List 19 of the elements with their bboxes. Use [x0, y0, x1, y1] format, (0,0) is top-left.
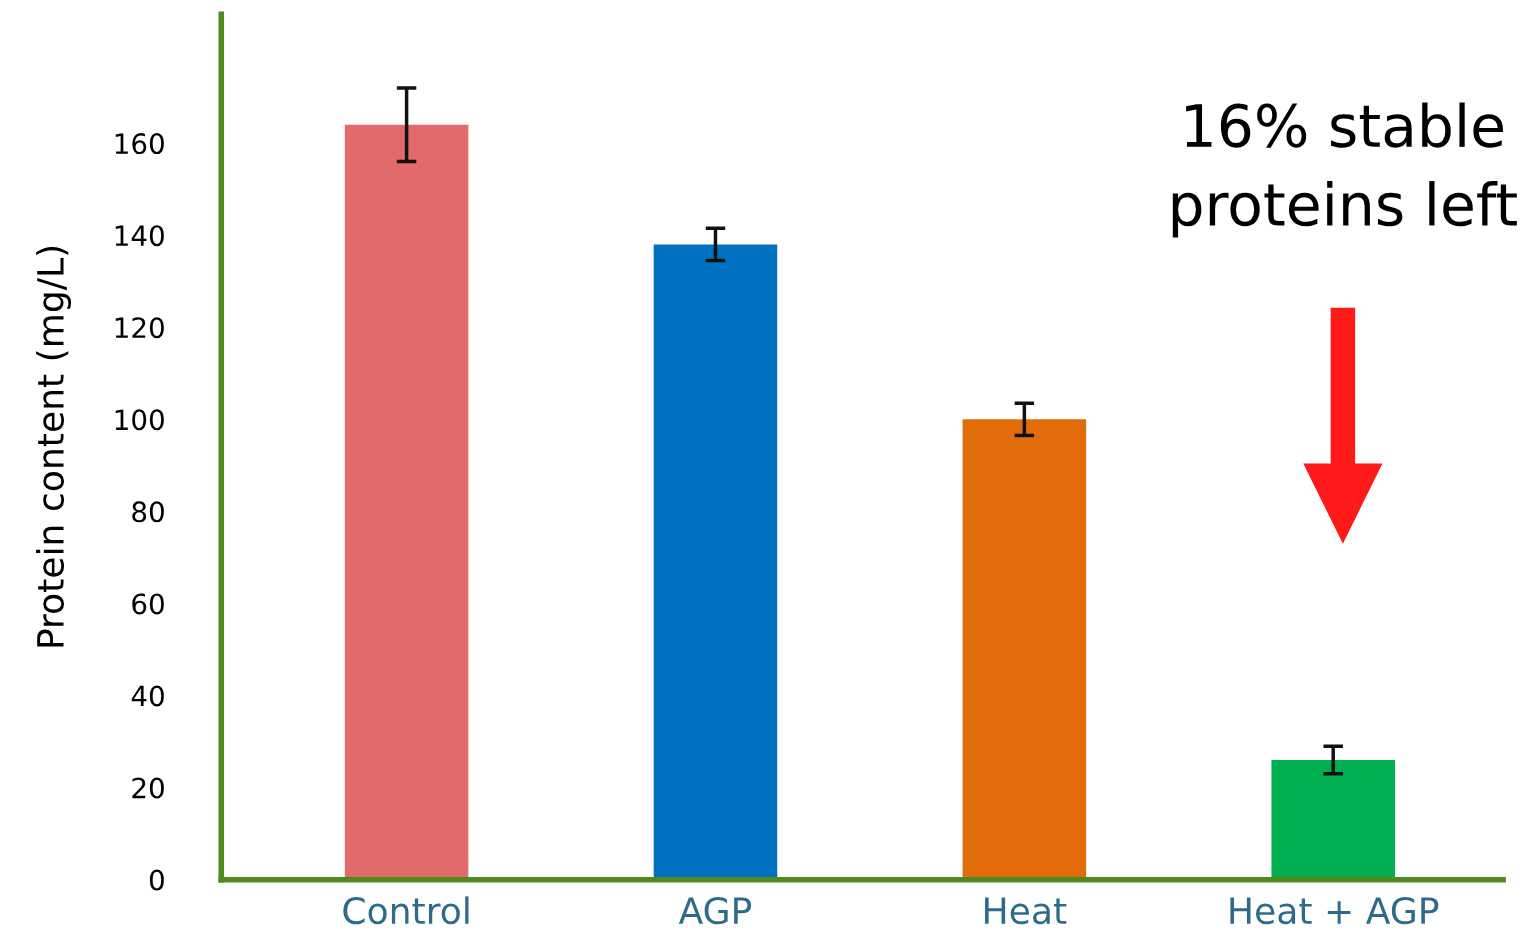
bar [344, 124, 469, 880]
x-tick-label: Heat [985, 897, 1067, 925]
bar [1271, 759, 1395, 880]
y-tick-label: 40 [131, 685, 164, 707]
y-tick-label: 160 [115, 133, 164, 155]
annotation: 16% stable proteins left [1172, 102, 1517, 238]
bar [653, 244, 778, 880]
x-tick-label: AGP [678, 896, 752, 925]
y-tick-label: 120 [115, 317, 164, 339]
x-tick-label: Control [343, 896, 469, 925]
y-tick-label: 140 [115, 225, 164, 247]
y-tick-label: 20 [132, 777, 164, 799]
y-tick-label: 60 [132, 593, 164, 615]
bar [962, 419, 1087, 880]
x-tick-label: Heat + AGP [1230, 896, 1439, 925]
y-tick-label: 100 [115, 409, 164, 431]
y-tick-label: 80 [132, 501, 164, 523]
y-tick-label: 0 [149, 869, 164, 891]
y-axis-title: Protein content (mg/L) [36, 246, 72, 647]
